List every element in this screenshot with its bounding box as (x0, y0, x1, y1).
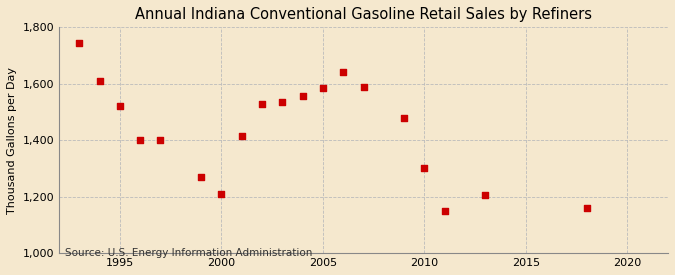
Point (439, 209, 450, 213)
Point (358, 84, 369, 89)
Point (480, 193, 491, 197)
Point (297, 94, 308, 99)
Title: Annual Indiana Conventional Gasoline Retail Sales by Refiners: Annual Indiana Conventional Gasoline Ret… (135, 7, 592, 22)
Point (256, 101, 267, 106)
Point (155, 138, 166, 142)
Point (399, 116, 410, 120)
Point (277, 100, 288, 104)
Point (135, 138, 146, 142)
Point (95, 79, 105, 83)
Point (115, 104, 126, 109)
Point (196, 175, 207, 179)
Text: Source: U.S. Energy Information Administration: Source: U.S. Energy Information Administ… (65, 248, 313, 258)
Point (74, 41, 84, 45)
Point (216, 192, 227, 196)
Y-axis label: Thousand Gallons per Day: Thousand Gallons per Day (7, 67, 17, 214)
Point (338, 70, 348, 75)
Point (581, 206, 592, 210)
Point (419, 166, 430, 171)
Point (317, 86, 328, 90)
Point (236, 134, 247, 138)
